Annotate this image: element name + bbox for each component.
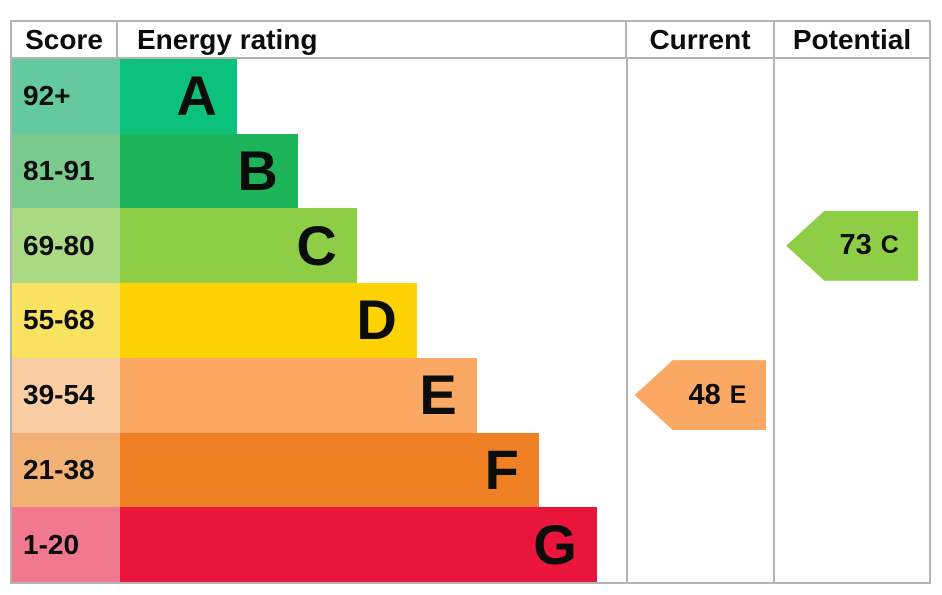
band-c-bar-area: C — [119, 208, 626, 284]
potential-rating-value: 73 — [839, 229, 872, 262]
band-g-current-cell — [625, 507, 776, 582]
band-d-potential-cell — [775, 283, 931, 358]
band-row-d: 55-68 D — [12, 283, 931, 358]
band-a-bar: A — [119, 59, 237, 134]
band-f-bar-area: F — [119, 432, 626, 508]
band-c-score: 69-80 — [12, 208, 120, 284]
band-c-current-cell — [625, 208, 776, 284]
band-a-score: 92+ — [12, 59, 120, 134]
band-b-bar-area: B — [119, 133, 626, 209]
band-row-e: 39-54 E 48 E — [12, 357, 931, 433]
band-e-bar: E — [119, 357, 477, 433]
band-a-bar-area: A — [119, 59, 626, 134]
band-b-current-cell — [625, 133, 776, 209]
header-current: Current — [625, 22, 775, 57]
current-rating-band: E — [729, 380, 747, 409]
current-rating-arrow: 48 E — [634, 360, 767, 431]
band-b-potential-cell — [775, 133, 931, 209]
band-d-bar-area: D — [119, 283, 626, 358]
band-f-score: 21-38 — [12, 432, 120, 508]
potential-rating-band: C — [880, 231, 899, 260]
band-b-letter: B — [237, 139, 278, 203]
band-g-bar-area: G — [119, 507, 626, 582]
table-body: 92+ A 81-91 B — [10, 59, 931, 584]
band-f-bar: F — [119, 432, 539, 508]
band-e-bar-area: E — [119, 357, 626, 433]
band-b-score: 81-91 — [12, 133, 120, 209]
band-g-letter: G — [533, 512, 577, 576]
band-e-current-cell: 48 E — [625, 357, 776, 433]
band-f-current-cell — [625, 432, 776, 508]
band-d-bar: D — [119, 283, 417, 358]
band-g-score: 1-20 — [12, 507, 120, 582]
band-c-bar: C — [119, 208, 357, 284]
band-row-g: 1-20 G — [12, 507, 931, 582]
header-score: Score — [10, 22, 118, 57]
band-c-letter: C — [296, 213, 337, 277]
epc-table: Score Energy rating Current Potential 92… — [10, 20, 931, 584]
band-g-bar: G — [119, 507, 597, 582]
band-row-b: 81-91 B — [12, 133, 931, 209]
band-d-current-cell — [625, 283, 776, 358]
band-row-c: 69-80 C 73 C — [12, 208, 931, 284]
header-potential: Potential — [775, 22, 931, 57]
band-d-letter: D — [356, 288, 397, 352]
band-row-a: 92+ A — [12, 59, 931, 134]
band-a-current-cell — [625, 59, 776, 134]
band-c-potential-cell: 73 C — [775, 208, 931, 284]
band-f-potential-cell — [775, 432, 931, 508]
band-g-potential-cell — [775, 507, 931, 582]
band-b-bar: B — [119, 133, 298, 209]
band-e-score: 39-54 — [12, 357, 120, 433]
band-f-letter: F — [484, 437, 519, 501]
band-row-f: 21-38 F — [12, 432, 931, 508]
band-e-letter: E — [419, 363, 457, 427]
band-a-letter: A — [176, 64, 217, 128]
header-energy-rating: Energy rating — [137, 23, 318, 55]
band-d-score: 55-68 — [12, 283, 120, 358]
band-e-potential-cell — [775, 357, 931, 433]
potential-rating-arrow: 73 C — [786, 210, 919, 281]
band-a-potential-cell — [775, 59, 931, 134]
table-header: Score Energy rating Current Potential — [10, 20, 931, 59]
current-rating-value: 48 — [688, 378, 721, 411]
